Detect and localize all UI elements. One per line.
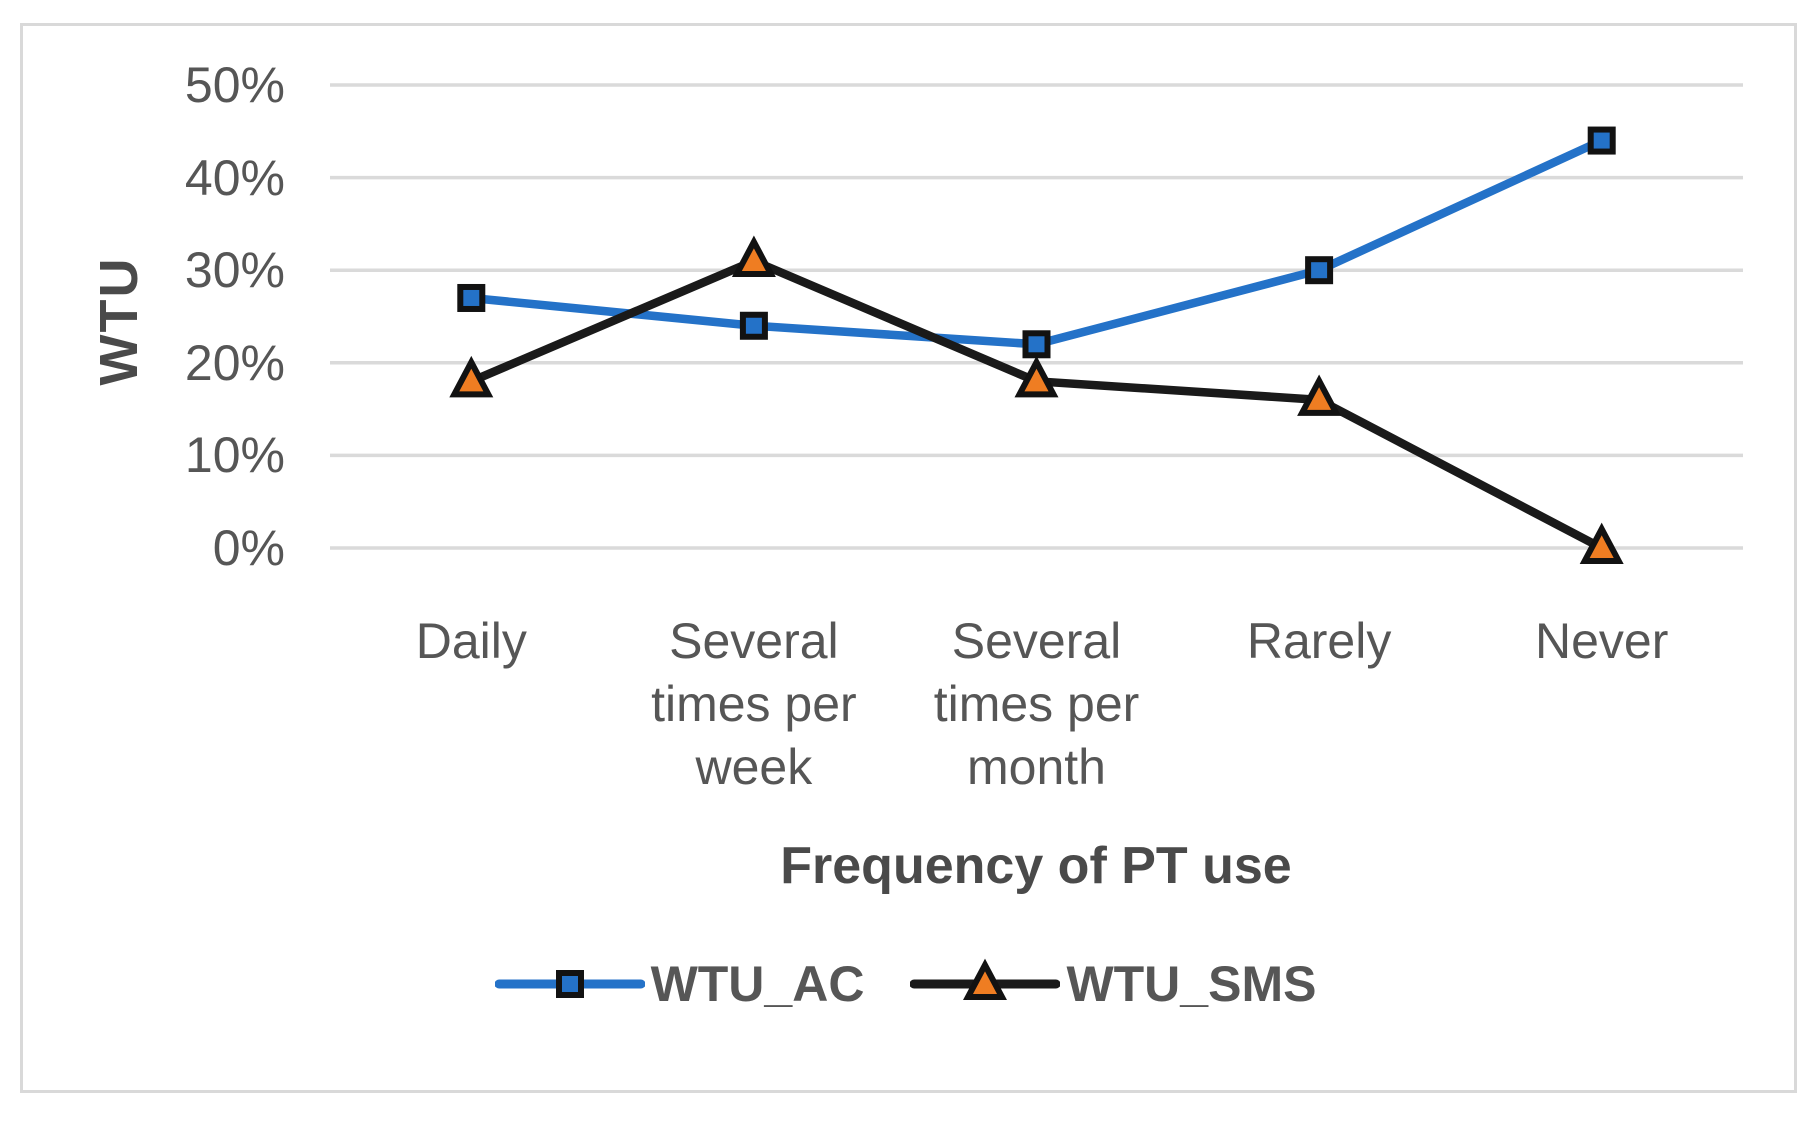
data-point-wtu_ac-4 <box>1587 126 1616 155</box>
y-axis-title: WTU <box>89 256 149 386</box>
category-label-line: month <box>967 739 1106 795</box>
y-tick-label-0%: 0% <box>212 520 285 576</box>
y-tick-label-40%: 40% <box>184 149 285 206</box>
category-label-2: Several times per month <box>872 610 1202 799</box>
data-point-wtu_sms-2 <box>1014 355 1059 398</box>
data-point-wtu_sms-0 <box>449 355 494 398</box>
legend-swatch-square-icon <box>494 970 645 998</box>
category-label-4: Never <box>1437 610 1767 673</box>
y-tick-label-10%: 10% <box>184 427 285 484</box>
legend-swatch-triangle-icon <box>910 958 1061 1000</box>
chart-legend: WTU_AC WTU_SMS <box>20 944 1791 1024</box>
legend-item-wtu_sms: WTU_SMS <box>910 955 1316 1013</box>
data-point-wtu_sms-3 <box>1297 374 1342 416</box>
series-line-wtu_ac <box>467 136 1606 349</box>
series-line-wtu_sms <box>467 256 1606 553</box>
y-tick-label-30%: 30% <box>184 242 285 299</box>
data-point-wtu_ac-1 <box>739 311 768 340</box>
y-tick-label-20%: 20% <box>184 334 285 391</box>
category-label-line: Several <box>951 613 1122 669</box>
category-label-line: Several <box>669 613 839 669</box>
chart-frame <box>20 23 1797 1093</box>
category-label-line: Daily <box>415 613 527 669</box>
category-label-line: Never <box>1535 613 1669 669</box>
x-axis-title: Frequency of PT use <box>780 837 1292 895</box>
category-label-line: Rarely <box>1246 613 1392 669</box>
data-point-wtu_ac-0 <box>457 283 486 312</box>
y-tick-label-50%: 50% <box>184 57 285 113</box>
data-point-wtu_ac-3 <box>1305 256 1334 285</box>
category-label-1: Several times per week <box>589 610 919 799</box>
data-point-wtu_sms-4 <box>1579 522 1624 564</box>
data-point-wtu_sms-1 <box>731 235 776 277</box>
category-label-line: times per <box>933 676 1140 732</box>
legend-label-wtu_ac: WTU_AC <box>650 956 865 1012</box>
category-label-3: Rarely <box>1154 610 1484 673</box>
legend-item-wtu_ac: WTU_AC <box>494 955 865 1013</box>
category-label-line: times per <box>651 676 857 732</box>
legend-label-wtu_sms: WTU_SMS <box>1066 956 1317 1012</box>
category-label-0: Daily <box>306 610 636 673</box>
category-label-line: week <box>695 739 813 795</box>
data-point-wtu_ac-2 <box>1022 330 1051 359</box>
